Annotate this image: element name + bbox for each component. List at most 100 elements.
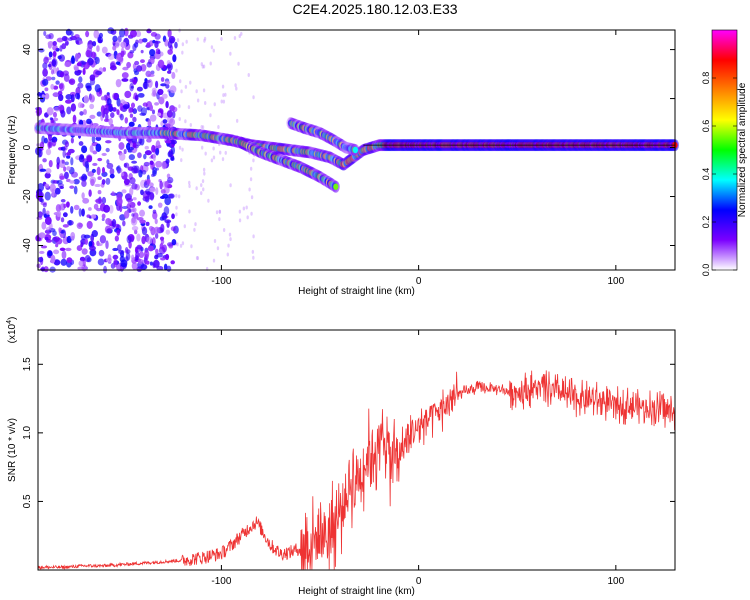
- noise-speckle: [154, 102, 160, 106]
- noise-speckle: [51, 58, 58, 68]
- noise-speckle: [212, 258, 216, 263]
- noise-speckle: [123, 149, 127, 155]
- noise-speckle: [178, 104, 181, 109]
- noise-speckle: [176, 242, 179, 247]
- noise-speckle: [178, 145, 182, 150]
- noise-speckle: [121, 72, 129, 79]
- noise-speckle: [42, 62, 48, 70]
- noise-speckle: [66, 201, 70, 208]
- noise-speckle: [160, 189, 166, 194]
- noise-speckle: [157, 144, 162, 149]
- noise-speckle: [175, 193, 178, 198]
- noise-speckle: [212, 155, 216, 160]
- noise-speckle: [89, 103, 95, 110]
- noise-speckle: [188, 184, 191, 189]
- noise-speckle: [229, 51, 232, 56]
- noise-speckle: [70, 137, 74, 144]
- noise-speckle: [123, 178, 130, 186]
- noise-speckle: [120, 259, 128, 268]
- noise-speckle: [68, 219, 72, 226]
- noise-speckle: [200, 183, 203, 188]
- noise-speckle: [188, 180, 191, 185]
- noise-speckle: [252, 158, 255, 163]
- spectrogram-y-tick-label: -40: [22, 238, 33, 253]
- snr-y-tick-label: 1.5: [22, 357, 33, 371]
- noise-speckle: [251, 249, 255, 254]
- noise-speckle: [166, 110, 173, 118]
- noise-speckle: [40, 198, 44, 203]
- noise-speckle: [36, 263, 41, 269]
- noise-speckle: [179, 79, 182, 84]
- noise-speckle: [94, 183, 101, 188]
- noise-speckle: [144, 145, 149, 150]
- noise-speckle: [131, 160, 138, 164]
- noise-speckle: [129, 50, 135, 54]
- snr-x-tick-label: 0: [416, 576, 422, 587]
- noise-speckle: [55, 243, 59, 248]
- noise-speckle: [181, 50, 184, 55]
- noise-speckle: [80, 242, 84, 248]
- noise-speckle: [42, 158, 47, 163]
- noise-speckle: [149, 187, 156, 193]
- noise-speckle: [78, 260, 85, 267]
- noise-speckle: [134, 94, 139, 101]
- noise-speckle: [154, 40, 159, 49]
- snr-y-multiplier-base: (x10: [7, 323, 18, 343]
- noise-speckle: [164, 140, 172, 144]
- noise-speckle: [54, 187, 61, 195]
- snr-frame: [37, 329, 676, 571]
- noise-speckle: [61, 250, 67, 260]
- noise-speckle: [138, 169, 143, 178]
- noise-speckle: [178, 116, 181, 121]
- noise-speckle: [92, 162, 98, 167]
- noise-speckle: [122, 104, 130, 109]
- noise-speckle: [45, 168, 52, 174]
- noise-speckle: [148, 205, 153, 210]
- noise-speckle: [130, 102, 136, 109]
- noise-speckle: [44, 183, 50, 189]
- noise-speckle: [106, 97, 112, 106]
- noise-speckle: [132, 207, 137, 213]
- noise-speckle: [139, 209, 146, 217]
- noise-speckle: [72, 114, 77, 124]
- noise-speckle: [212, 146, 215, 151]
- noise-speckle: [100, 112, 104, 122]
- noise-speckle: [45, 148, 52, 156]
- noise-speckle: [86, 155, 93, 163]
- noise-speckle: [155, 48, 161, 55]
- noise-speckle: [118, 249, 125, 255]
- noise-speckle: [112, 92, 118, 100]
- noise-speckle: [50, 254, 56, 264]
- noise-speckle: [86, 44, 94, 49]
- noise-speckle: [70, 206, 74, 214]
- noise-speckle: [105, 177, 111, 185]
- noise-speckle: [200, 145, 204, 150]
- noise-speckle: [141, 226, 148, 236]
- noise-speckle: [170, 260, 175, 265]
- noise-speckle: [222, 228, 226, 233]
- noise-speckle: [156, 91, 160, 100]
- noise-speckle: [154, 254, 159, 260]
- noise-speckle: [141, 169, 147, 175]
- noise-speckle: [149, 104, 154, 112]
- noise-speckle: [151, 173, 155, 178]
- noise-speckle: [89, 94, 95, 103]
- noise-speckle: [170, 226, 176, 232]
- noise-speckle: [63, 166, 67, 172]
- noise-speckle: [175, 212, 178, 217]
- noise-speckle: [122, 220, 126, 227]
- noise-speckle: [126, 61, 132, 69]
- noise-speckle: [203, 38, 206, 43]
- noise-speckle: [98, 249, 105, 257]
- noise-speckle: [217, 125, 220, 130]
- noise-speckle: [78, 141, 84, 146]
- noise-speckle: [76, 62, 82, 67]
- noise-speckle: [91, 168, 96, 173]
- noise-speckle: [132, 79, 137, 85]
- colorbar-label: Normalized spectral amplitude: [737, 82, 748, 217]
- snr-x-axis-label: Height of straight line (km): [298, 586, 415, 597]
- noise-speckle: [52, 50, 57, 57]
- noise-speckle: [70, 103, 77, 112]
- noise-speckle: [119, 103, 124, 111]
- noise-speckle: [185, 39, 188, 44]
